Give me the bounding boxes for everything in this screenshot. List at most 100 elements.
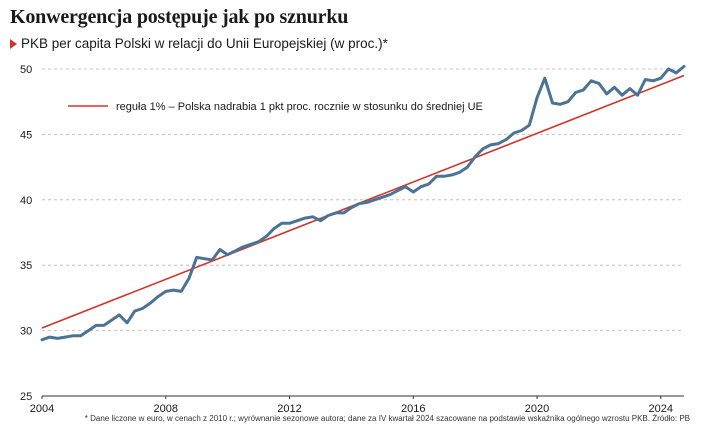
data-point: [319, 220, 321, 222]
data-point: [87, 329, 89, 331]
data-point: [281, 222, 283, 224]
data-point: [141, 307, 143, 309]
data-point: [118, 314, 120, 316]
data-point: [226, 254, 228, 256]
data-point: [621, 94, 623, 96]
data-point: [567, 101, 569, 103]
data-point: [342, 212, 344, 214]
data-point: [575, 91, 577, 93]
data-point: [180, 290, 182, 292]
data-point: [350, 206, 352, 208]
data-point: [273, 227, 275, 229]
data-point: [381, 196, 383, 198]
data-point: [435, 175, 437, 177]
data-point: [652, 80, 654, 82]
data-point: [72, 335, 74, 337]
chart-title: Konwergencja postępuje jak po sznurku: [10, 6, 349, 28]
data-point: [366, 201, 368, 203]
data-point: [660, 77, 662, 79]
data-point: [95, 324, 97, 326]
data-point: [497, 142, 499, 144]
data-point: [683, 65, 685, 67]
y-tick-label: 30: [20, 326, 32, 338]
data-point: [513, 132, 515, 134]
data-point: [304, 217, 306, 219]
legend-label: reguła 1% – Polska nadrabia 1 pkt proc. …: [116, 101, 483, 113]
footnote: * Dane liczone w euro, w cenach z 2010 r…: [84, 414, 690, 423]
data-point: [412, 191, 414, 193]
data-point: [358, 203, 360, 205]
y-tick-label: 45: [20, 129, 32, 141]
data-point: [536, 97, 538, 99]
data-point: [296, 220, 298, 222]
x-tick-label: 2016: [401, 403, 425, 415]
chart-subtitle: PKB per capita Polski w relacji do Unii …: [10, 36, 388, 51]
data-point: [242, 246, 244, 248]
x-tick-label: 2020: [525, 403, 549, 415]
data-point: [551, 102, 553, 104]
data-point: [544, 77, 546, 79]
data-point: [404, 186, 406, 188]
data-point: [64, 336, 66, 338]
subtitle-text: PKB per capita Polski w relacji do Unii …: [21, 36, 388, 51]
data-point: [188, 277, 190, 279]
data-point: [49, 336, 51, 338]
data-point: [636, 94, 638, 96]
x-tick-label: 2024: [649, 403, 673, 415]
data-point: [126, 322, 128, 324]
series-line: [40, 64, 686, 342]
data-point: [335, 212, 337, 214]
data-point: [482, 148, 484, 150]
data-point: [428, 183, 430, 185]
data-point: [288, 222, 290, 224]
data-point: [149, 302, 151, 304]
data-point: [389, 193, 391, 195]
data-point: [41, 339, 43, 341]
data-point: [458, 171, 460, 173]
x-tick-label: 2012: [277, 403, 301, 415]
data-point: [528, 124, 530, 126]
data-point: [373, 199, 375, 201]
data-point: [420, 186, 422, 188]
data-point: [219, 248, 221, 250]
data-point: [195, 256, 197, 258]
data-point: [451, 174, 453, 176]
red-triangle-icon: [10, 38, 17, 49]
data-point: [103, 324, 105, 326]
y-tick-label: 25: [20, 391, 32, 403]
data-point: [327, 214, 329, 216]
data-point: [56, 337, 58, 339]
data-point: [397, 189, 399, 191]
data-point: [466, 166, 468, 168]
data-point: [110, 319, 112, 321]
data-point: [582, 89, 584, 91]
data-point: [265, 235, 267, 237]
data-point: [79, 335, 81, 337]
y-tick-label: 50: [20, 64, 32, 76]
data-point: [667, 68, 669, 70]
data-point: [520, 129, 522, 131]
data-point: [644, 78, 646, 80]
data-point: [559, 103, 561, 105]
data-point: [443, 175, 445, 177]
data-point: [675, 72, 677, 74]
data-point: [257, 240, 259, 242]
data-point: [629, 87, 631, 89]
data-point: [598, 82, 600, 84]
x-tick-label: 2008: [154, 403, 178, 415]
x-tick-label: 2004: [30, 403, 54, 415]
data-point: [157, 295, 159, 297]
data-point: [165, 290, 167, 292]
data-point: [613, 86, 615, 88]
data-point: [211, 259, 213, 261]
data-point: [172, 289, 174, 291]
data-point: [312, 216, 314, 218]
data-point: [234, 250, 236, 252]
data-point: [505, 138, 507, 140]
y-tick-label: 40: [20, 195, 32, 207]
data-point: [474, 155, 476, 157]
data-point: [590, 80, 592, 82]
data-point: [134, 310, 136, 312]
y-tick-label: 35: [20, 260, 32, 272]
